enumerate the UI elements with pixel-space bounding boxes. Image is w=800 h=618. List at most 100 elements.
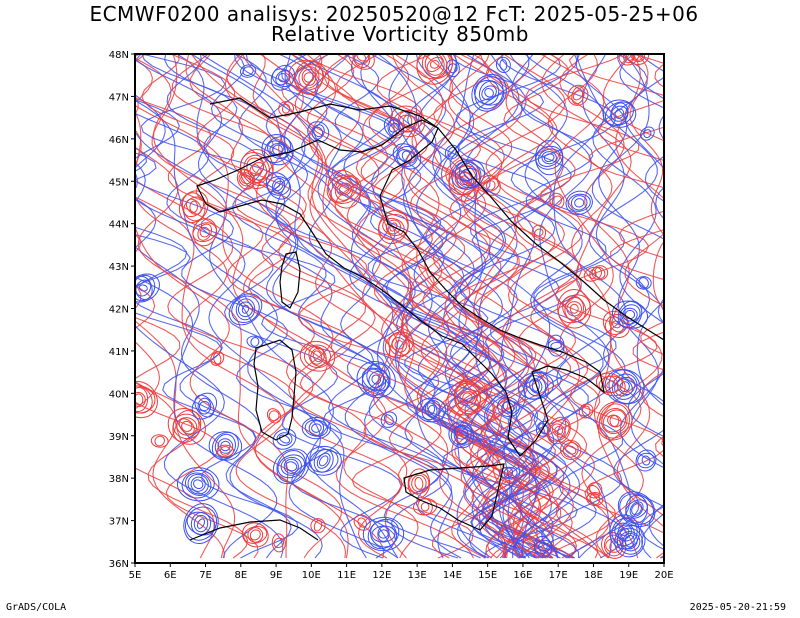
- negative-vorticity-contour: [509, 54, 623, 559]
- positive-vortex-loop: [453, 380, 481, 415]
- positive-vortex-loop: [586, 481, 603, 499]
- positive-vortex-loop: [414, 476, 424, 490]
- positive-vortex-loop: [249, 529, 261, 541]
- negative-vortex-loop: [398, 149, 416, 164]
- positive-vortex-loop: [313, 519, 323, 532]
- negative-vorticity-contour: [746, 54, 800, 558]
- positive-vortex-loop: [181, 420, 193, 432]
- negative-vortex-loop: [641, 455, 651, 466]
- negative-vorticity-contour: [693, 54, 800, 558]
- negative-vortex-loop: [193, 479, 204, 490]
- positive-vorticity-contour: [485, 54, 599, 559]
- negative-vortex-loop: [277, 454, 306, 479]
- positive-vortex-loop: [240, 174, 252, 185]
- positive-vortex-loop: [308, 346, 327, 367]
- negative-vortex-loop: [534, 140, 564, 176]
- positive-vorticity-contour: [135, 233, 259, 559]
- positive-vortex-loop: [150, 434, 169, 448]
- positive-vortex-loop: [589, 484, 600, 496]
- negative-vorticity-contour: [135, 54, 402, 559]
- positive-vortex-loop: [456, 388, 478, 407]
- negative-vortex-loop: [473, 79, 505, 106]
- software-label: GrADS/COLA: [6, 602, 67, 613]
- negative-vortex-loop: [453, 425, 469, 445]
- negative-vortex-loop: [278, 72, 288, 83]
- negative-vorticity-contour: [768, 54, 800, 558]
- plot-area: [135, 54, 800, 563]
- positive-vorticity-contour: [135, 110, 349, 559]
- lon-tick-label: 5E: [129, 570, 142, 581]
- negative-vortex-loop: [267, 140, 289, 159]
- positive-vortex-loop: [310, 518, 326, 534]
- negative-vortex-loop: [235, 298, 256, 321]
- negative-vortex-loop: [194, 394, 215, 418]
- positive-vortex-loop: [288, 59, 330, 95]
- negative-vortex-loop: [617, 300, 643, 329]
- lat-tick-label: 43N: [109, 262, 129, 273]
- positive-vortex-loop: [216, 444, 234, 458]
- negative-vorticity-contour: [135, 172, 278, 559]
- positive-vortex-loop: [334, 177, 354, 201]
- positive-vortex-loop: [602, 310, 630, 338]
- positive-vortex-loop: [154, 435, 165, 447]
- positive-vortex-loop: [189, 200, 199, 213]
- negative-vortex-loop: [273, 180, 284, 192]
- positive-vortex-loop: [531, 224, 547, 241]
- negative-vortex-loop: [275, 70, 291, 86]
- positive-vorticity-contour: [663, 126, 664, 135]
- negative-vortex-loop: [604, 368, 645, 405]
- positive-vortex-loop: [606, 380, 616, 389]
- negative-vortex-loop: [531, 379, 540, 392]
- positive-vortex-loop: [278, 101, 294, 117]
- positive-vortex-loop: [135, 391, 146, 408]
- positive-vorticity-contour: [701, 54, 800, 558]
- negative-vortex-loop: [181, 469, 215, 499]
- positive-vortex-loop: [378, 209, 409, 245]
- positive-vortex-loop: [213, 352, 222, 365]
- negative-vortex-loop: [197, 397, 212, 415]
- negative-vorticity-contour: [176, 54, 453, 559]
- positive-vortex-loop: [581, 405, 591, 417]
- lon-tick-label: 17E: [549, 570, 568, 581]
- negative-vorticity-contour: [511, 54, 612, 559]
- negative-vortex-loop: [193, 514, 209, 533]
- positive-vortex-loop: [330, 175, 358, 203]
- negative-vortex-loop: [371, 525, 396, 543]
- positive-vortex-loop: [219, 445, 231, 456]
- lon-tick-label: 19E: [619, 570, 638, 581]
- positive-vortex-loop: [598, 403, 630, 439]
- negative-vortex-loop: [228, 293, 263, 326]
- negative-vortex-loop: [198, 400, 210, 412]
- negative-vortex-loop: [276, 449, 307, 483]
- negative-vortex-loop: [356, 361, 396, 398]
- negative-vortex-loop: [304, 419, 329, 437]
- positive-vorticity-contour: [703, 54, 800, 558]
- positive-vortex-loop: [382, 217, 405, 237]
- vorticity-field: [135, 54, 800, 559]
- negative-vortex-loop: [611, 300, 649, 329]
- positive-vortex-loop: [236, 168, 255, 190]
- negative-vortex-loop: [538, 423, 549, 435]
- positive-vortex-loop: [210, 351, 225, 366]
- negative-vortex-loop: [517, 372, 554, 400]
- negative-vortex-loop: [285, 461, 298, 472]
- negative-vortex-loop: [280, 456, 302, 476]
- lon-tick-label: 15E: [478, 570, 497, 581]
- positive-vortex-loop: [312, 350, 323, 363]
- negative-vortex-loop: [246, 335, 264, 349]
- positive-vorticity-contour: [733, 54, 800, 558]
- positive-vortex-loop: [281, 103, 291, 114]
- negative-vortex-loop: [574, 198, 585, 208]
- negative-vortex-loop: [448, 421, 474, 449]
- lat-tick-label: 39N: [109, 432, 129, 443]
- negative-vortex-loop: [308, 420, 325, 437]
- lon-tick-label: 16E: [513, 570, 532, 581]
- positive-vorticity-contour: [694, 54, 800, 558]
- positive-vortex-loop: [298, 66, 320, 89]
- positive-vortex-loop: [353, 514, 371, 531]
- lat-tick-label: 38N: [109, 474, 129, 485]
- negative-vortex-loop: [610, 102, 629, 125]
- negative-vortex-loop: [499, 466, 518, 479]
- negative-vortex-loop: [267, 176, 290, 196]
- positive-vortex-loop: [611, 320, 621, 329]
